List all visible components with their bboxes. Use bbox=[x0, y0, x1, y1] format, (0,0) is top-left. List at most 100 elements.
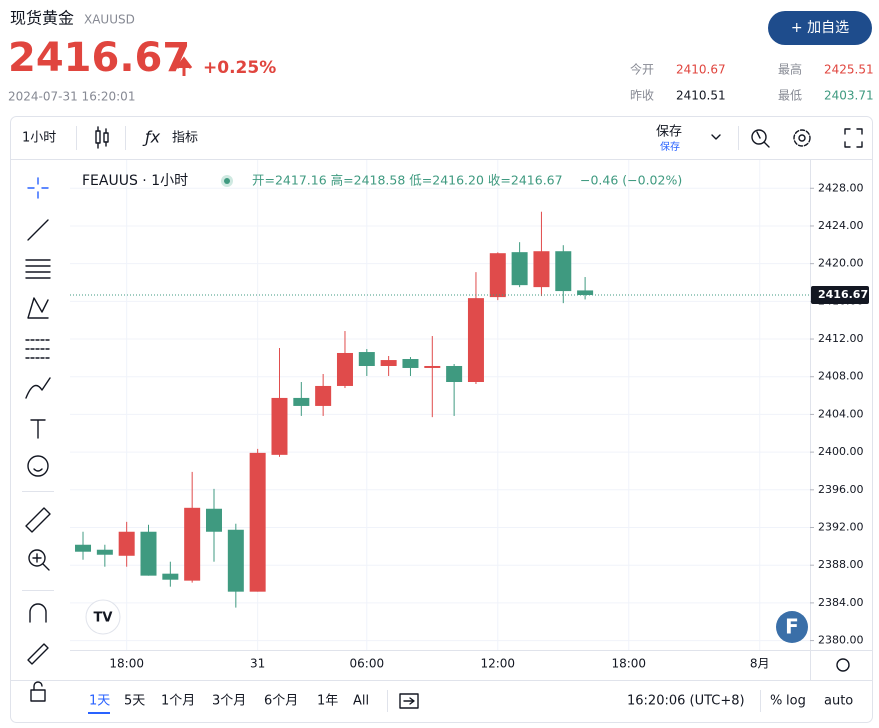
y-tick-label: 2380.00 bbox=[818, 634, 864, 647]
candle-body bbox=[511, 252, 528, 286]
magnet-icon[interactable] bbox=[29, 603, 47, 623]
pattern-icon[interactable] bbox=[27, 297, 49, 319]
y-tick-label: 2396.00 bbox=[818, 483, 864, 496]
auto-button[interactable]: auto bbox=[824, 694, 853, 709]
clock: 16:20:06 (UTC+8) bbox=[627, 694, 745, 709]
y-tick-label: 2412.00 bbox=[818, 332, 864, 345]
stat-label: 最高 bbox=[778, 62, 802, 77]
candle-body bbox=[205, 508, 222, 532]
candle-body bbox=[315, 385, 332, 406]
tradingview-logo: TV bbox=[85, 599, 121, 635]
pencil-icon[interactable] bbox=[27, 643, 49, 665]
trend-line-icon[interactable] bbox=[27, 219, 49, 241]
y-tick-label: 2400.00 bbox=[818, 445, 864, 458]
candle-body bbox=[555, 251, 572, 292]
button-label[interactable]: + 加自选 bbox=[791, 20, 849, 36]
candle-body bbox=[533, 251, 550, 288]
brush-icon[interactable] bbox=[25, 377, 51, 399]
f-badge[interactable]: F bbox=[776, 611, 808, 643]
stat-value: 2403.71 bbox=[824, 89, 874, 103]
price: 2416.67 bbox=[8, 35, 190, 81]
axis-settings-icon[interactable] bbox=[836, 658, 850, 672]
lock-shackle bbox=[33, 681, 43, 691]
last-price-label: 2416.67 bbox=[818, 288, 868, 301]
x-tick-label: 12:00 bbox=[480, 657, 515, 671]
add-watchlist-button[interactable] bbox=[768, 11, 872, 45]
series-label: FEAUUS · 1小时 bbox=[82, 173, 188, 189]
emoji-icon[interactable] bbox=[27, 455, 49, 477]
range-button[interactable]: 3个月 bbox=[212, 694, 246, 709]
lock-icon[interactable] bbox=[30, 689, 46, 702]
x-tick-label: 18:00 bbox=[109, 657, 144, 671]
range-button[interactable]: 5天 bbox=[124, 694, 145, 709]
range-button[interactable]: 1天 bbox=[89, 694, 110, 709]
candle-body bbox=[577, 290, 594, 296]
x-tick-label: 06:00 bbox=[350, 657, 385, 671]
crosshair-icon[interactable] bbox=[27, 177, 49, 199]
symbol: XAUUSD bbox=[84, 13, 135, 27]
log-button[interactable]: log bbox=[786, 694, 806, 709]
candle-body bbox=[402, 359, 419, 368]
y-tick-label: 2428.00 bbox=[818, 181, 864, 194]
percent-button[interactable]: % bbox=[770, 694, 782, 709]
grid: 2380.00 2384.00 2388.00 2392.00 2396.00 2400.… bbox=[70, 160, 864, 671]
chevron[interactable] bbox=[711, 134, 721, 140]
stat-value: 2410.51 bbox=[676, 89, 726, 103]
alert-icon[interactable] bbox=[751, 129, 770, 148]
goto-date-icon[interactable] bbox=[399, 693, 419, 709]
fx-icon[interactable]: ƒx bbox=[142, 128, 161, 147]
candle-body bbox=[489, 253, 506, 298]
drawing-tools bbox=[25, 177, 51, 702]
ohlc-legend: 开=2417.16 高=2418.58 低=2416.20 收=2416.67 bbox=[252, 173, 563, 188]
zoom-icon[interactable] bbox=[28, 549, 46, 567]
emoji-mouth bbox=[33, 468, 43, 472]
interval-button[interactable]: 1小时 bbox=[22, 131, 56, 146]
chart-frame bbox=[10, 116, 873, 723]
change: +0.25% bbox=[203, 58, 276, 78]
save-sub[interactable]: 保存 bbox=[660, 140, 680, 153]
change-legend: −0.46 (−0.02%) bbox=[580, 173, 682, 188]
fullscreen-icon[interactable] bbox=[844, 128, 863, 148]
candle-body bbox=[75, 544, 92, 552]
y-tick-label: 2404.00 bbox=[818, 407, 864, 420]
text-icon[interactable] bbox=[30, 419, 46, 439]
status-dot bbox=[224, 178, 230, 184]
zoom-plus bbox=[32, 553, 50, 571]
y-tick-label: 2420.00 bbox=[818, 257, 864, 270]
settings-icon[interactable] bbox=[793, 129, 811, 147]
range-button[interactable]: All bbox=[353, 694, 369, 709]
timestamp: 2024-07-31 16:20:01 bbox=[8, 90, 135, 104]
stat-label: 最低 bbox=[778, 89, 802, 103]
stat-value: 2425.51 bbox=[824, 63, 874, 77]
svg-text:F: F bbox=[785, 615, 799, 639]
x-tick-label: 8月 bbox=[750, 657, 770, 671]
x-tick-label: 31 bbox=[250, 657, 265, 671]
candle-body bbox=[184, 507, 201, 581]
y-tick-label: 2392.00 bbox=[818, 521, 864, 534]
range-button[interactable]: 1年 bbox=[317, 694, 338, 709]
x-tick-label: 18:00 bbox=[611, 657, 646, 671]
range-button[interactable]: 1个月 bbox=[161, 694, 195, 709]
fib-icon[interactable] bbox=[25, 259, 51, 279]
indicators-button[interactable]: 指标 bbox=[172, 131, 198, 146]
title: 现货黄金 bbox=[10, 9, 74, 28]
candle-body bbox=[118, 531, 135, 556]
range-button[interactable]: 6个月 bbox=[264, 694, 298, 709]
save-button[interactable]: 保存 bbox=[656, 125, 682, 140]
candle-body bbox=[162, 573, 179, 580]
candle-body bbox=[249, 452, 266, 592]
chart-type-icon[interactable] bbox=[95, 126, 109, 149]
stat-label: 今开 bbox=[630, 62, 654, 77]
candle-body bbox=[140, 531, 157, 576]
ruler-icon[interactable] bbox=[25, 507, 51, 533]
projection-icon[interactable] bbox=[25, 339, 51, 359]
stat-value: 2410.67 bbox=[676, 63, 726, 77]
up-arrow bbox=[175, 56, 193, 76]
candle-body bbox=[293, 397, 310, 406]
y-tick-label: 2424.00 bbox=[818, 219, 864, 232]
y-tick-label: 2384.00 bbox=[818, 596, 864, 609]
y-tick-label: 2388.00 bbox=[818, 558, 864, 571]
candle-body bbox=[446, 365, 463, 383]
last-price-box bbox=[811, 286, 869, 305]
